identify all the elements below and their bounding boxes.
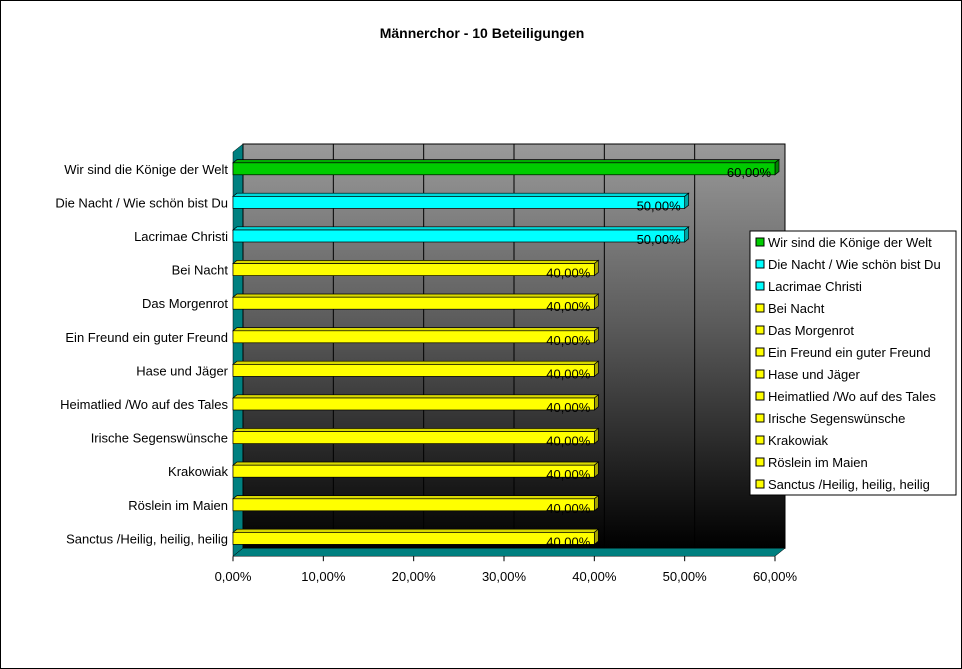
bars: 60,00% 50,00% 50,00% 40,00% 40,00% 40,00% 40,0… (232, 158, 780, 549)
data-label: 40,00% (546, 501, 591, 516)
legend-label: Lacrimae Christi (768, 279, 862, 294)
data-label: 40,00% (546, 534, 591, 549)
bar (232, 360, 600, 378)
x-tick-label: 60,00% (753, 569, 798, 584)
bar (232, 494, 600, 512)
x-tick-label: 40,00% (572, 569, 617, 584)
category-labels: Wir sind die Könige der Welt Die Nacht / … (55, 162, 228, 547)
legend-label: Heimatlied /Wo auf des Tales (768, 389, 936, 404)
bar (232, 427, 600, 445)
bar (232, 528, 600, 546)
legend-swatch (755, 435, 765, 445)
legend-label: Wir sind die Könige der Welt (768, 235, 932, 250)
category-label: Das Morgenrot (142, 296, 228, 311)
x-tick-label: 30,00% (482, 569, 527, 584)
data-label: 40,00% (546, 299, 591, 314)
gridlines (232, 144, 786, 562)
data-label: 40,00% (546, 366, 591, 381)
data-label: 50,00% (637, 232, 682, 247)
data-label: 40,00% (546, 467, 591, 482)
category-label: Krakowiak (168, 464, 228, 479)
data-label: 40,00% (546, 434, 591, 449)
bar (232, 192, 690, 210)
bar (232, 394, 600, 411)
legend-swatch (755, 347, 765, 357)
category-label: Wir sind die Könige der Welt (64, 162, 228, 177)
category-label: Sanctus /Heilig, heilig, heilig (66, 531, 228, 546)
legend-box (749, 230, 957, 496)
x-tick-label: 0,00% (215, 569, 252, 584)
category-label: Heimatlied /Wo auf des Tales (60, 397, 228, 412)
legend-swatch (755, 391, 765, 401)
legend-swatch (755, 369, 765, 379)
legend-label: Bei Nacht (768, 301, 825, 316)
legend-label: Das Morgenrot (768, 323, 854, 338)
category-label: Hase und Jäger (136, 363, 228, 378)
bar (232, 226, 690, 243)
chart-title: Männerchor - 10 Beteiligungen (380, 25, 585, 41)
data-label: 40,00% (546, 400, 591, 415)
legend-swatch (755, 325, 765, 335)
legend-swatch (755, 457, 765, 467)
data-label: 50,00% (637, 198, 682, 213)
category-label: Die Nacht / Wie schön bist Du (55, 195, 228, 210)
legend-label: Röslein im Maien (768, 455, 868, 470)
data-label: 40,00% (546, 266, 591, 281)
data-label: 60,00% (727, 165, 772, 180)
legend-swatch (755, 259, 765, 269)
legend-swatch (755, 281, 765, 291)
category-label: Irische Segenswünsche (91, 431, 228, 446)
x-tick-label: 50,00% (663, 569, 708, 584)
x-tick-label: 20,00% (392, 569, 437, 584)
category-label: Lacrimae Christi (134, 229, 228, 244)
bar (232, 293, 600, 310)
legend-swatch (755, 479, 765, 489)
bar (232, 259, 600, 277)
legend-swatch (755, 303, 765, 313)
bar (232, 158, 780, 176)
legend-label: Ein Freund ein guter Freund (768, 345, 931, 360)
legend-swatch (755, 237, 765, 247)
legend-label: Krakowiak (768, 433, 828, 448)
x-tick-label: 10,00% (301, 569, 346, 584)
legend-label: Sanctus /Heilig, heilig, heilig (768, 477, 930, 492)
legend-label: Die Nacht / Wie schön bist Du (768, 257, 941, 272)
legend: Wir sind die Könige der Welt Die Nacht / … (749, 230, 957, 496)
category-label: Bei Nacht (172, 263, 229, 278)
category-label: Ein Freund ein guter Freund (65, 330, 228, 345)
category-label: Röslein im Maien (128, 498, 228, 513)
bar (232, 461, 600, 478)
legend-label: Hase und Jäger (768, 367, 860, 382)
bar (232, 326, 600, 344)
data-label: 40,00% (546, 333, 591, 348)
legend-swatch (755, 413, 765, 423)
x-axis-tick-labels: 0,00% 10,00% 20,00% 30,00% 40,00% 50,00% 60,00… (215, 569, 798, 584)
floor (232, 547, 786, 557)
legend-label: Irische Segenswünsche (768, 411, 905, 426)
